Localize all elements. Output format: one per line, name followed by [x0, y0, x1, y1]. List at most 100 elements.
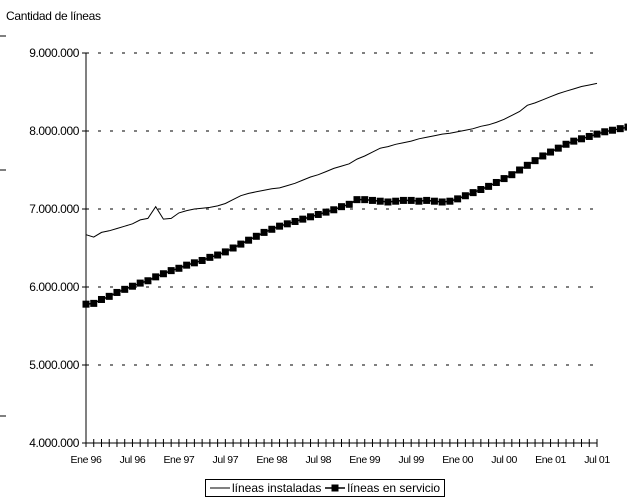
- data-point-lineas-en-servicio: [345, 200, 353, 208]
- data-point-lineas-en-servicio: [214, 251, 222, 259]
- series-line-lineas-instaladas: [85, 82, 598, 238]
- data-point-lineas-en-servicio: [399, 196, 407, 204]
- data-point-lineas-en-servicio: [384, 198, 392, 206]
- legend-item-lineas-instaladas: líneas instaladas: [210, 481, 321, 495]
- data-point-lineas-en-servicio: [136, 279, 144, 287]
- y-tick-label: 8.000.000: [29, 124, 80, 138]
- data-point-lineas-en-servicio: [291, 217, 299, 225]
- data-point-lineas-en-servicio: [554, 144, 562, 152]
- data-point-lineas-en-servicio: [252, 232, 260, 240]
- x-tick-label: Ene 01: [535, 454, 566, 466]
- data-point-lineas-en-servicio: [245, 236, 253, 244]
- data-point-lineas-en-servicio: [260, 228, 268, 236]
- data-point-lineas-en-servicio: [516, 166, 524, 174]
- data-point-lineas-en-servicio: [167, 267, 175, 275]
- data-point-lineas-en-servicio: [299, 215, 307, 223]
- legend-swatch-square-marker-icon: [325, 484, 346, 492]
- data-point-lineas-en-servicio: [430, 197, 438, 205]
- data-point-lineas-en-servicio: [508, 171, 516, 179]
- y-tick-label: 9.000.000: [29, 46, 80, 60]
- series-line-lineas-en-servicio: [85, 126, 627, 305]
- data-point-lineas-en-servicio: [570, 137, 578, 145]
- y-tick-label: 4.000.000: [29, 436, 80, 450]
- data-point-lineas-en-servicio: [159, 270, 167, 278]
- data-point-lineas-en-servicio: [190, 259, 198, 267]
- data-point-lineas-en-servicio: [500, 175, 508, 183]
- data-point-lineas-en-servicio: [90, 299, 98, 307]
- legend-item-lineas-en-servicio: líneas en servicio: [325, 481, 440, 495]
- data-point-lineas-en-servicio: [183, 261, 191, 269]
- data-point-lineas-en-servicio: [616, 125, 624, 133]
- data-point-lineas-en-servicio: [113, 288, 121, 296]
- data-point-lineas-en-servicio: [469, 189, 477, 197]
- data-point-lineas-en-servicio: [97, 295, 105, 303]
- data-point-lineas-en-servicio: [82, 300, 90, 308]
- legend-label-lineas-en-servicio: líneas en servicio: [347, 481, 441, 495]
- x-tick-label: Jul 97: [213, 454, 239, 466]
- data-point-lineas-en-servicio: [330, 206, 338, 214]
- legend-swatch-line-icon: [210, 487, 230, 489]
- x-tick-label: Jul 96: [120, 454, 146, 466]
- data-point-lineas-en-servicio: [229, 244, 237, 252]
- data-point-lineas-en-servicio: [593, 130, 601, 138]
- data-point-lineas-en-servicio: [314, 210, 322, 218]
- data-point-lineas-en-servicio: [221, 248, 229, 256]
- data-point-lineas-en-servicio: [144, 277, 152, 285]
- x-tick-label: Ene 98: [256, 454, 287, 466]
- data-point-lineas-en-servicio: [307, 213, 315, 221]
- data-point-lineas-en-servicio: [539, 152, 547, 160]
- y-tick-label: 5.000.000: [29, 358, 80, 372]
- y-tick-label: 6.000.000: [29, 280, 80, 294]
- data-point-lineas-en-servicio: [485, 182, 493, 190]
- data-point-lineas-en-servicio: [128, 282, 136, 290]
- data-point-lineas-en-servicio: [376, 197, 384, 205]
- x-tick-label: Ene 96: [71, 454, 102, 466]
- x-tick-label: Jul 98: [305, 454, 331, 466]
- data-point-lineas-en-servicio: [601, 128, 609, 136]
- data-point-lineas-en-servicio: [407, 196, 415, 204]
- x-tick-label: Ene 00: [442, 454, 473, 466]
- legend-label-lineas-instaladas: líneas instaladas: [232, 481, 322, 495]
- data-point-lineas-en-servicio: [423, 196, 431, 204]
- data-point-lineas-en-servicio: [562, 140, 570, 148]
- data-point-lineas-en-servicio: [531, 157, 539, 165]
- data-point-lineas-en-servicio: [105, 292, 113, 300]
- data-point-lineas-en-servicio: [152, 273, 160, 281]
- data-point-lineas-en-servicio: [578, 135, 586, 143]
- y-axis-title: Cantidad de líneas: [6, 9, 101, 23]
- data-point-lineas-en-servicio: [624, 123, 627, 131]
- data-point-lineas-en-servicio: [415, 197, 423, 205]
- data-point-lineas-en-servicio: [361, 196, 369, 204]
- legend: líneas instaladas líneas en servicio: [205, 479, 446, 497]
- x-tick-label: Jul 99: [398, 454, 424, 466]
- data-point-lineas-en-servicio: [237, 240, 245, 248]
- data-point-lineas-en-servicio: [283, 220, 291, 228]
- data-point-lineas-en-servicio: [175, 264, 183, 272]
- x-tick-label: Ene 99: [349, 454, 380, 466]
- x-tick-label: Ene 97: [163, 454, 194, 466]
- data-point-lineas-en-servicio: [492, 178, 500, 186]
- data-point-lineas-en-servicio: [461, 192, 469, 200]
- data-point-lineas-en-servicio: [477, 186, 485, 193]
- data-point-lineas-en-servicio: [353, 196, 361, 204]
- data-point-lineas-en-servicio: [585, 132, 593, 140]
- data-point-lineas-en-servicio: [338, 203, 345, 211]
- x-tick-label: Jul 00: [491, 454, 517, 466]
- x-tick-label: Jul 01: [584, 454, 610, 466]
- data-point-lineas-en-servicio: [368, 196, 376, 204]
- data-point-lineas-en-servicio: [322, 208, 330, 216]
- data-point-lineas-en-servicio: [438, 198, 446, 206]
- data-point-lineas-en-servicio: [198, 256, 206, 264]
- data-point-lineas-en-servicio: [268, 225, 276, 233]
- data-point-lineas-en-servicio: [276, 222, 284, 230]
- data-point-lineas-en-servicio: [446, 197, 454, 205]
- data-point-lineas-en-servicio: [523, 161, 531, 169]
- y-tick-label: 7.000.000: [29, 202, 80, 216]
- data-point-lineas-en-servicio: [454, 195, 462, 203]
- data-point-lineas-en-servicio: [547, 148, 555, 156]
- data-point-lineas-en-servicio: [121, 285, 129, 293]
- data-point-lineas-en-servicio: [392, 197, 400, 205]
- data-point-lineas-en-servicio: [608, 126, 616, 134]
- data-point-lineas-en-servicio: [206, 253, 214, 261]
